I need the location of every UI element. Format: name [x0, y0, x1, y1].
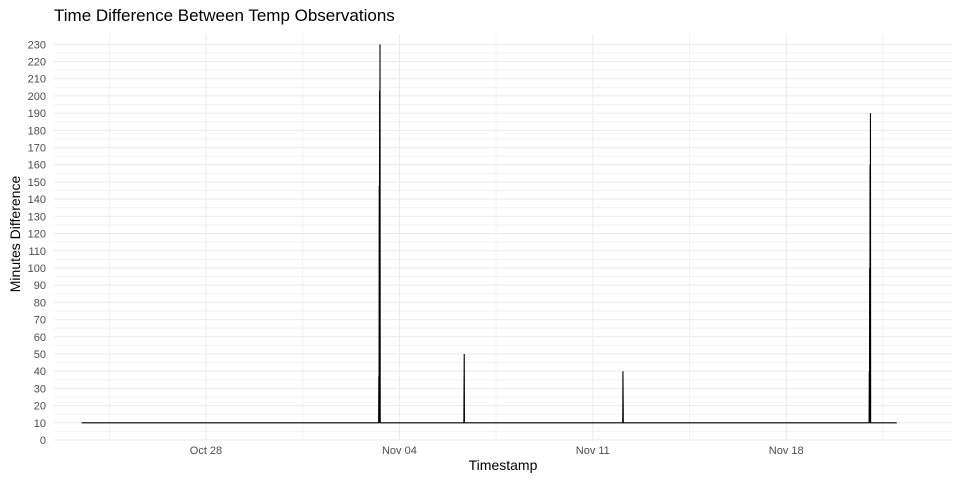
y-tick-label: 50	[34, 349, 46, 361]
y-axis-tick-labels: 0 10 20 30 40 50 60 70 80 90 100 110 120 130 140 150 160…	[28, 39, 46, 447]
y-tick-label: 60	[34, 332, 46, 344]
major-gridlines	[54, 34, 952, 441]
y-tick-label: 120	[28, 229, 46, 241]
y-tick-label: 130	[28, 211, 46, 223]
y-tick-label: 210	[28, 74, 46, 86]
y-tick-label: 0	[40, 435, 46, 447]
chart-title: Time Difference Between Temp Observation…	[54, 6, 395, 25]
x-tick-label: Nov 04	[382, 445, 417, 457]
x-axis-tick-labels: Oct 28 Nov 04 Nov 11 Nov 18	[190, 445, 804, 457]
y-tick-label: 160	[28, 160, 46, 172]
y-tick-label: 10	[34, 418, 46, 430]
x-axis-title: Timestamp	[469, 457, 538, 473]
y-tick-label: 40	[34, 366, 46, 378]
series-line-0	[81, 44, 897, 424]
x-tick-label: Nov 18	[769, 445, 804, 457]
y-tick-label: 20	[34, 401, 46, 413]
y-tick-label: 230	[28, 39, 46, 51]
x-tick-label: Oct 28	[190, 445, 222, 457]
y-tick-label: 140	[28, 194, 46, 206]
y-tick-label: 220	[28, 57, 46, 69]
y-tick-label: 110	[28, 246, 46, 258]
y-tick-label: 30	[34, 383, 46, 395]
y-axis-title: Minutes Difference	[7, 176, 23, 293]
minor-gridlines	[54, 34, 952, 440]
y-tick-label: 180	[28, 125, 46, 137]
y-tick-label: 70	[34, 315, 46, 327]
y-tick-label: 150	[28, 177, 46, 189]
y-tick-label: 190	[28, 108, 46, 120]
y-tick-label: 100	[28, 263, 46, 275]
series-group	[81, 44, 897, 424]
x-tick-label: Nov 11	[576, 445, 610, 457]
y-tick-label: 200	[28, 91, 46, 103]
y-tick-label: 170	[28, 143, 46, 155]
y-tick-label: 80	[34, 297, 46, 309]
y-tick-label: 90	[34, 280, 46, 292]
